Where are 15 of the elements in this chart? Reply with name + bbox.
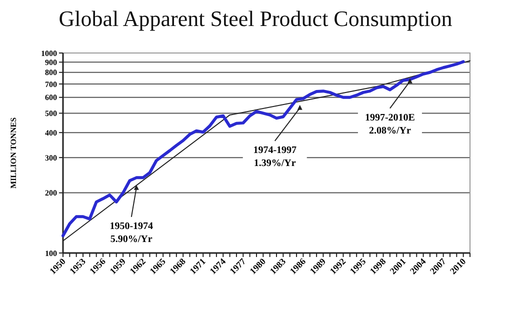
y-tick-label: 1000: [41, 48, 57, 58]
y-tick-label: 400: [45, 128, 57, 138]
y-tick-label: 100: [45, 248, 57, 258]
y-tick-label: 800: [45, 68, 57, 78]
annotation: 1950-1974 5.90%/Yr: [110, 220, 154, 245]
y-tick-label: 500: [45, 109, 57, 118]
y-axis-title: MILLION TONNES: [9, 116, 18, 189]
y-tick-label: 900: [45, 58, 57, 67]
annotation: 1997-2010E 2.08%/Yr: [364, 112, 416, 136]
annotation: 1974-1997 1.39%/Yr: [253, 144, 297, 169]
y-tick-label: 600: [45, 93, 57, 102]
y-tick-label: 700: [45, 80, 57, 89]
y-tick-label: 300: [45, 153, 57, 162]
y-tick-label: 200: [45, 188, 57, 198]
chart-title: Global Apparent Steel Product Consumption: [58, 6, 452, 31]
